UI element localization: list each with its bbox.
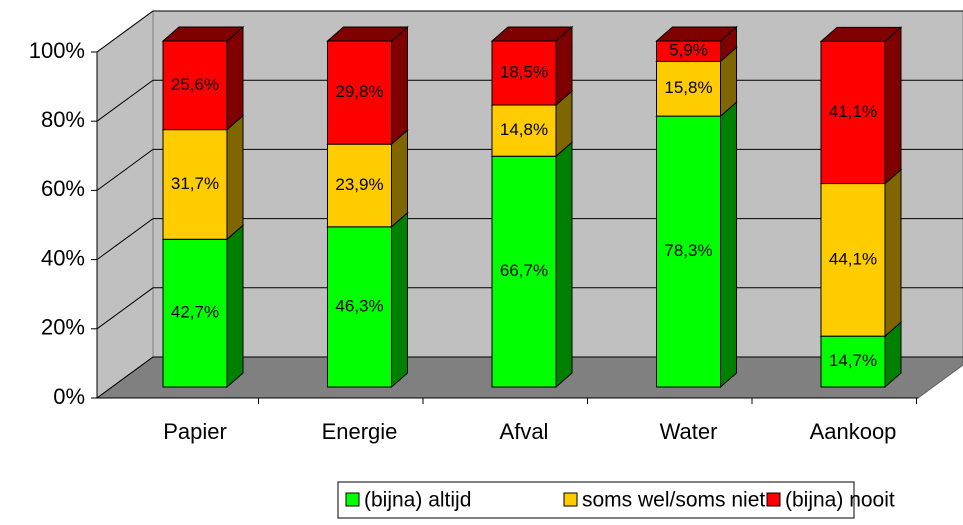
bar-segment <box>327 143 392 228</box>
data-label: 25,6% <box>171 75 219 94</box>
data-label: 46,3% <box>335 296 383 315</box>
data-label: 78,3% <box>664 241 712 260</box>
y-axis: 0% 20% 40% 60% 80% 100% Papier Energie Afval Wate… <box>29 38 918 444</box>
bar-top <box>819 26 903 42</box>
y-tick-label: 60% <box>41 176 85 201</box>
bar-top <box>490 26 574 42</box>
x-tick-label: Water <box>660 419 718 444</box>
bar-segment <box>491 40 557 106</box>
left-wall <box>96 10 154 399</box>
bars: 42,7% 31,7% 25,6% 46,3% 23,9% 29,8% 66,7% 14,8%… <box>161 25 903 389</box>
legend-label: (bijna) nooit <box>785 489 895 512</box>
bar-top <box>655 26 738 42</box>
bar-segment <box>327 226 392 388</box>
data-label: 18,5% <box>500 62 548 81</box>
y-tick-label: 100% <box>29 38 85 63</box>
data-label: 29,8% <box>335 82 383 101</box>
bar-side <box>391 25 408 146</box>
data-label: 42,7% <box>171 303 219 322</box>
legend: (bijna) altijd soms wel/soms niet (bijna) … <box>337 481 895 519</box>
legend-swatch <box>345 492 360 507</box>
bar-segment <box>162 129 228 240</box>
bar-side <box>226 114 244 241</box>
bar-segment <box>491 155 557 388</box>
bar-side <box>555 141 573 389</box>
data-label: 44,1% <box>829 249 877 268</box>
data-label: 15,8% <box>664 78 712 97</box>
data-label: 5,9% <box>669 41 708 60</box>
bar-side <box>226 224 244 389</box>
data-label: 14,7% <box>829 351 877 370</box>
y-tick-label: 40% <box>41 245 85 270</box>
x-tick-label: Energie <box>322 419 398 444</box>
bar-segment <box>656 115 721 388</box>
data-label: 66,7% <box>500 261 548 280</box>
legend-label: soms wel/soms niet <box>582 489 765 512</box>
bar-side <box>884 26 902 185</box>
bar-side <box>226 25 244 131</box>
x-tick-label: Aankoop <box>810 419 897 444</box>
data-label: 41,1% <box>829 102 877 121</box>
bar-side <box>720 100 737 389</box>
bar-segment <box>162 40 228 131</box>
bar-segment <box>820 183 886 337</box>
y-tick-label: 0% <box>53 384 85 409</box>
data-label: 14,8% <box>500 120 548 139</box>
grid-line <box>96 10 963 53</box>
legend-swatch <box>563 492 578 507</box>
x-tick-label: Papier <box>163 419 227 444</box>
bar-top <box>161 26 245 42</box>
bar-segment <box>162 238 228 388</box>
y-tick-label: 20% <box>41 315 85 340</box>
legend-swatch <box>766 492 781 507</box>
data-label: 23,9% <box>335 175 383 194</box>
bar-side <box>391 129 408 228</box>
bar-top <box>326 26 409 42</box>
bar-side <box>391 211 408 389</box>
bar-side <box>884 168 902 338</box>
bar-segment <box>656 60 721 117</box>
data-label: 31,7% <box>171 174 219 193</box>
x-tick-label: Afval <box>500 419 549 444</box>
y-tick-label: 80% <box>41 107 85 132</box>
legend-label: (bijna) altijd <box>364 489 471 512</box>
